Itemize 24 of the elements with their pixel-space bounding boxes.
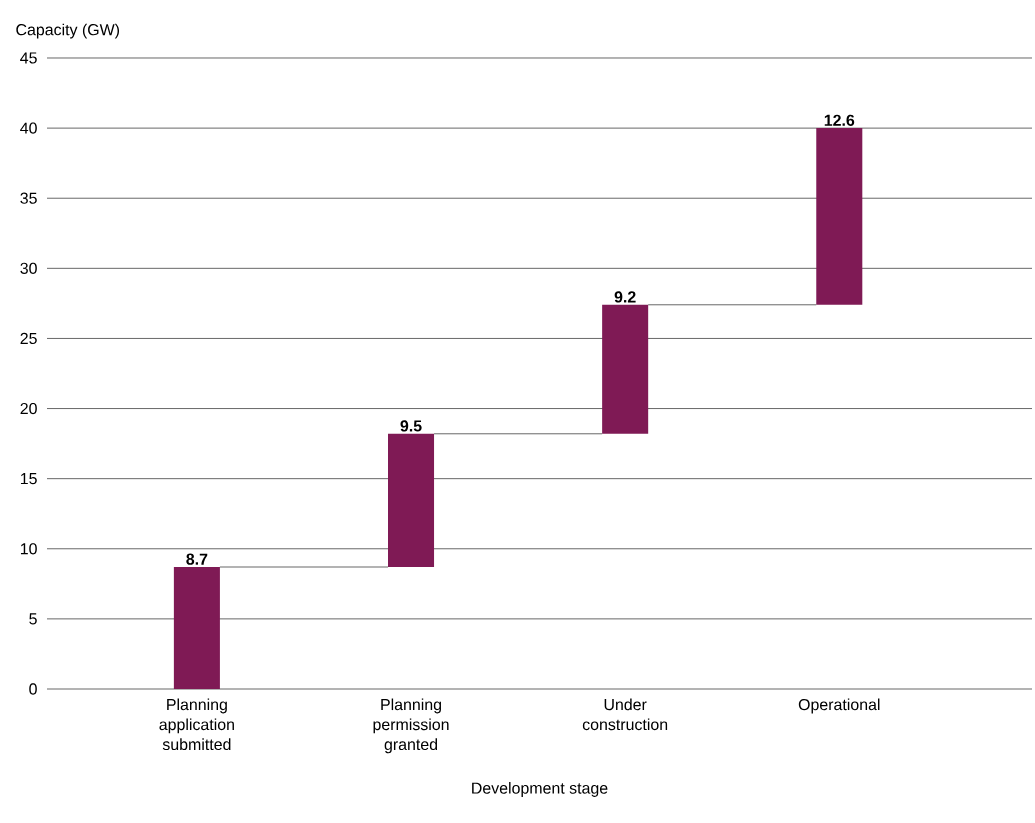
bar — [602, 304, 649, 434]
y-tick-label: 20 — [20, 402, 37, 415]
x-tick-label: Planning application submitted — [159, 698, 234, 751]
data-label: 9.2 — [614, 291, 636, 303]
x-axis-title: Development stage — [472, 782, 608, 797]
bar — [173, 567, 220, 689]
data-label: 9.5 — [400, 420, 422, 432]
bar — [388, 433, 435, 568]
y-tick-label: 0 — [29, 683, 37, 695]
y-tick-label: 30 — [20, 262, 37, 274]
y-tick-label: 10 — [20, 543, 37, 555]
y-tick-label: 35 — [20, 192, 37, 204]
data-label: 8.7 — [186, 553, 208, 565]
y-tick-label: 40 — [20, 122, 37, 134]
y-tick-label: 5 — [29, 613, 37, 625]
x-tick-label: Under construction — [582, 698, 668, 731]
y-tick-label: 15 — [20, 473, 37, 485]
y-tick-label: 25 — [20, 332, 37, 345]
bar — [816, 128, 863, 305]
x-tick-label: Planning permission granted — [373, 698, 449, 754]
y-tick-label: 45 — [20, 52, 37, 64]
y-axis-title: Capacity (GW) — [16, 23, 119, 39]
data-label: 12.6 — [824, 114, 855, 126]
x-tick-label: Operational — [798, 698, 880, 714]
